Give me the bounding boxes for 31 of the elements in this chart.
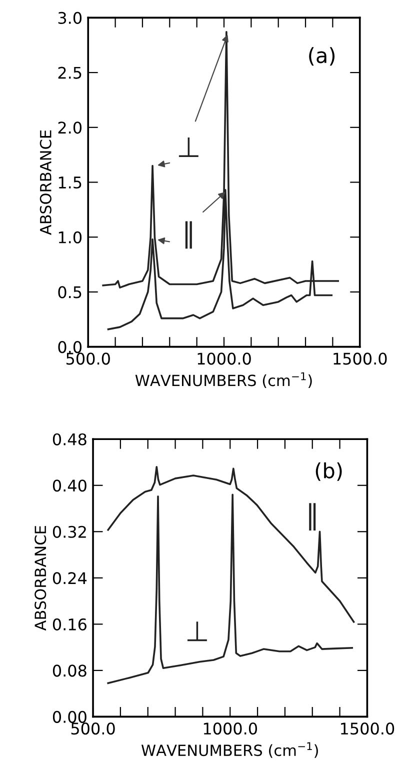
- x-tick-label: 500.0: [71, 722, 115, 735]
- x-tick-label: 1500.0: [334, 352, 387, 365]
- x-axis-title: WAVENUMBERS (cm$^{−1}$): [135, 372, 312, 388]
- x-tick-label: 1000.0: [204, 722, 257, 735]
- line-series: [107, 494, 354, 684]
- y-tick-label: 0.16: [52, 618, 86, 630]
- annotation: (a): [309, 47, 335, 66]
- series-label: ⊥: [178, 138, 198, 158]
- y-tick-label: 1.0: [58, 231, 82, 244]
- y-tick-label: 0.48: [52, 433, 86, 446]
- series-label: ⊥: [187, 622, 207, 642]
- y-tick-label: 0.24: [52, 572, 87, 584]
- y-axis-title: ABSORBANCE: [34, 526, 46, 631]
- y-tick-label: 2.0: [58, 122, 82, 134]
- y-tick-label: 1.5: [58, 176, 82, 189]
- y-tick-label: 0.40: [52, 480, 86, 492]
- y-tick-label: 0.00: [52, 710, 86, 724]
- x-tick-label: 500.0: [66, 352, 110, 365]
- y-tick-label: 0.32: [52, 526, 86, 538]
- x-tick-label: 1000.0: [198, 352, 251, 365]
- y-tick-label: 0.08: [52, 664, 86, 677]
- series-label: ∥: [185, 221, 192, 249]
- y-tick-label: 3.0: [58, 12, 82, 24]
- y-tick-label: 2.5: [58, 66, 82, 79]
- series-label: ∥: [309, 503, 316, 531]
- y-tick-label: 0.5: [58, 286, 82, 298]
- y-axis-title: ABSORBANCE: [40, 130, 52, 235]
- annotation: (b): [316, 462, 342, 481]
- x-axis-title: WAVENUMBERS (cm$^{−1}$): [141, 742, 318, 758]
- x-tick-label: 1500.0: [341, 722, 394, 735]
- y-tick-label: 0.0: [58, 341, 82, 354]
